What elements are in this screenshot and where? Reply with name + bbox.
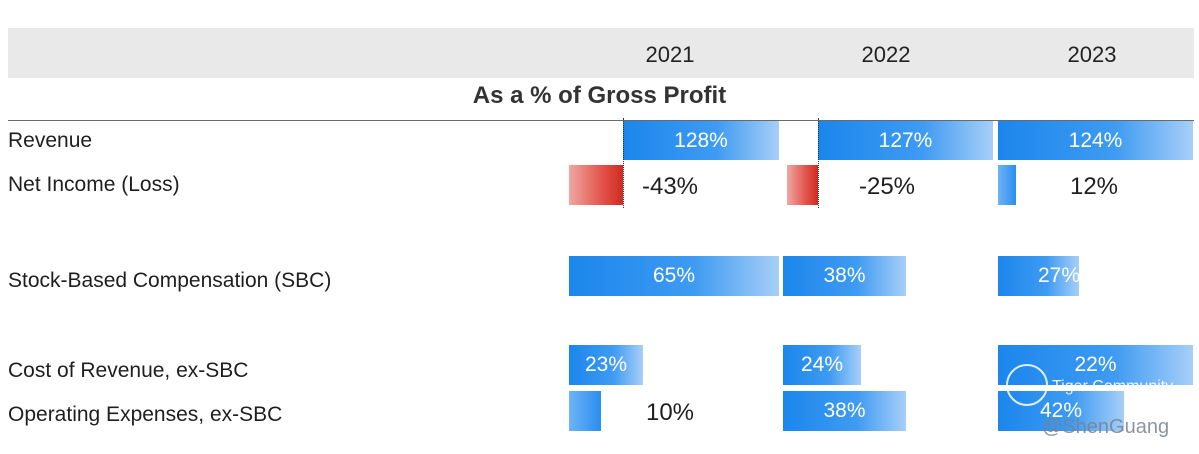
value-label-revenue-2022: 127% <box>878 129 933 152</box>
bar-net-income-2023 <box>998 165 1016 205</box>
value-label-net-income-2022: -25% <box>858 173 916 200</box>
bar-net-income-2022 <box>787 165 818 205</box>
value-label-cost-of-revenue-2021: 23% <box>584 353 628 376</box>
bar-operating-expenses-2021 <box>569 391 601 431</box>
bar-sbc-2023 <box>998 256 1079 296</box>
value-label-operating-expenses-2022: 38% <box>823 399 866 422</box>
bar-revenue-2021 <box>623 121 779 160</box>
bar-net-income-2021 <box>569 165 623 205</box>
title-divider <box>8 120 1194 121</box>
zero-axis-line-2022 <box>818 118 819 208</box>
row-label-sbc: Stock-Based Compensation (SBC) <box>8 269 332 292</box>
watermark-logo-icon <box>1006 364 1048 406</box>
value-label-cost-of-revenue-2022: 24% <box>800 353 844 376</box>
watermark-handle: @ShenGuang <box>1042 416 1170 438</box>
year-header-2022: 2022 <box>861 42 911 67</box>
bar-cost-of-revenue-2021 <box>569 345 643 385</box>
value-label-revenue-2023: 124% <box>1068 129 1123 152</box>
value-label-cost-of-revenue-2023: 22% <box>1074 353 1117 376</box>
bar-cost-of-revenue-2022 <box>783 345 861 385</box>
year-header-2023: 2023 <box>1067 42 1117 67</box>
value-label-revenue-2021: 128% <box>674 129 728 152</box>
value-label-net-income-2021: -43% <box>641 173 699 200</box>
bar-operating-expenses-2022 <box>783 391 906 431</box>
bar-sbc-2021 <box>569 256 779 296</box>
row-label-cost-of-revenue: Cost of Revenue, ex-SBC <box>8 359 249 382</box>
value-label-sbc-2021: 65% <box>652 264 696 287</box>
bar-revenue-2023 <box>998 121 1193 160</box>
watermark-community: Tiger Community <box>1052 378 1174 395</box>
value-label-sbc-2023: 27% <box>1038 264 1081 287</box>
zero-axis-line-2021 <box>623 118 624 208</box>
year-header-2021: 2021 <box>645 42 695 67</box>
value-label-operating-expenses-2021: 10% <box>645 399 695 426</box>
header-band <box>8 28 1194 78</box>
value-label-sbc-2022: 38% <box>823 264 866 287</box>
bar-sbc-2022 <box>783 256 906 296</box>
value-label-operating-expenses-2023: 42% <box>1039 399 1083 422</box>
chart-title: As a % of Gross Profit <box>472 82 727 109</box>
bar-revenue-2022 <box>818 121 993 160</box>
row-label-revenue: Revenue <box>8 129 93 152</box>
value-label-net-income-2023: 12% <box>1069 173 1119 200</box>
row-label-operating-expenses: Operating Expenses, ex-SBC <box>8 403 283 426</box>
row-label-net-income: Net Income (Loss) <box>8 173 180 196</box>
